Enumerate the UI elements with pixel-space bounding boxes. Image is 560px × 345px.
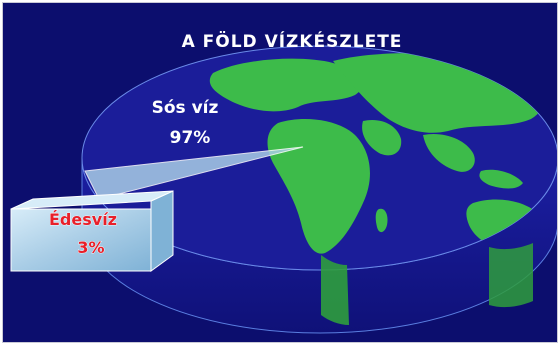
pie-chart: A FÖLD VÍZKÉSZLETE Sós víz 97% Édesvíz 3… <box>10 30 557 334</box>
land-madagascar <box>375 208 388 233</box>
land-asia-south <box>423 133 475 172</box>
land-europe <box>209 58 363 112</box>
freshwater-slice <box>10 190 174 272</box>
land-indonesia <box>479 169 523 189</box>
land-side <box>321 255 349 325</box>
freshwater-block-top <box>10 190 174 210</box>
slice-label-salt-name: Sós víz <box>152 98 219 118</box>
slice-label-fresh-value: 3% <box>77 238 104 257</box>
chart-title: A FÖLD VÍZKÉSZLETE <box>182 30 403 52</box>
land-africa <box>267 119 370 254</box>
land-arabia <box>362 119 402 156</box>
slice-label-fresh-name: Édesvíz <box>49 210 117 229</box>
slice-label-salt-value: 97% <box>170 128 211 148</box>
slice-gap <box>84 146 304 200</box>
land-masses <box>209 53 545 254</box>
land-side-australia <box>489 243 533 308</box>
freshwater-block-front <box>10 208 152 272</box>
